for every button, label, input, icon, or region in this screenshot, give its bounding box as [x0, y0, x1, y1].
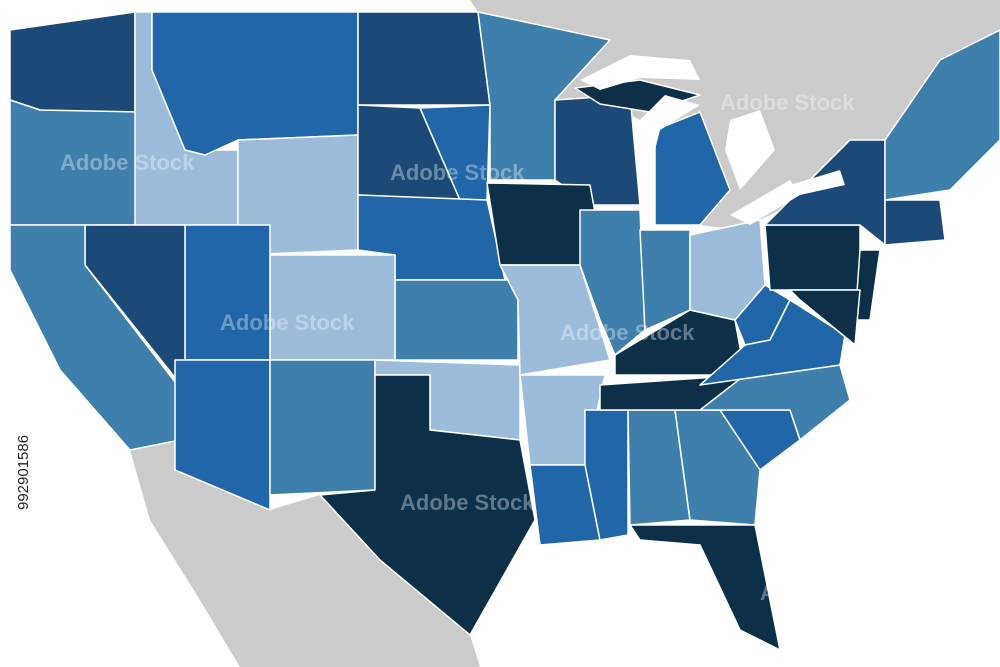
- state: [499, 264, 611, 376]
- state: [614, 309, 746, 376]
- state: [9, 11, 136, 116]
- watermark: Adobe Stock: [220, 310, 355, 335]
- image-id: 992901586: [15, 435, 32, 510]
- state: [629, 524, 781, 651]
- canada: [470, 0, 1000, 230]
- state: [174, 359, 271, 511]
- mexico: [130, 440, 480, 667]
- watermark: Adobe Stock: [760, 580, 895, 605]
- lake: [725, 110, 775, 190]
- state: [151, 11, 359, 156]
- state: [319, 374, 536, 636]
- watermark: Adobe Stock: [390, 160, 525, 185]
- state: [884, 199, 946, 246]
- lake: [730, 180, 800, 225]
- state: [184, 224, 271, 361]
- watermark: Adobe Stock: [720, 90, 855, 115]
- state: [579, 209, 646, 356]
- watermark: Adobe Stock: [400, 490, 535, 515]
- great-lakes: [580, 55, 845, 225]
- watermark: Adobe Stock: [60, 590, 195, 615]
- lake: [580, 55, 700, 90]
- watermark: Adobe Stock: [560, 320, 695, 345]
- state: [269, 359, 376, 496]
- state: [789, 289, 861, 346]
- states: [9, 11, 1000, 651]
- state: [269, 254, 396, 361]
- watermark: Adobe Stock: [60, 150, 195, 175]
- lake: [790, 170, 845, 195]
- lake: [640, 95, 700, 170]
- state: [394, 279, 519, 361]
- state: [654, 111, 731, 226]
- state: [764, 224, 861, 291]
- state: [357, 11, 491, 106]
- watermarks: Adobe Stock Adobe Stock Adobe Stock Adob…: [60, 90, 1000, 615]
- watermark: Adobe Stock: [880, 330, 1000, 355]
